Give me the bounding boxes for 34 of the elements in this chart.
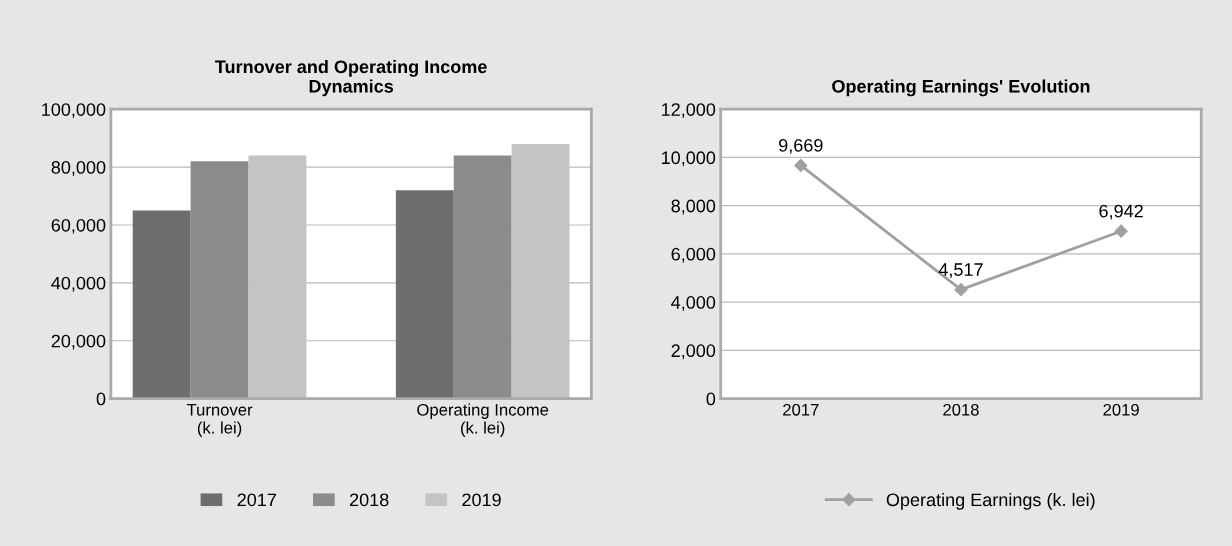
bar xyxy=(453,155,512,399)
chart-title: Operating Earnings' Evolution xyxy=(832,79,1090,97)
y-tick-label: 60,000 xyxy=(51,218,106,234)
chart-title: Turnover and Operating Income Dynamics xyxy=(215,59,487,97)
x-tick-label: 2018 xyxy=(943,403,979,416)
y-tick-label: 0 xyxy=(706,392,716,406)
legend-label: Operating Earnings (k. lei) xyxy=(886,492,1095,510)
x-tick-label: Turnover (k. lei) xyxy=(186,404,253,437)
y-tick-label: 4,000 xyxy=(671,296,716,311)
point xyxy=(1114,224,1128,238)
y-tick-label: 100,000 xyxy=(42,103,106,119)
y-tick-label: 12,000 xyxy=(662,103,716,119)
y-tick-label: 8,000 xyxy=(671,199,716,215)
y-tick-label: 2,000 xyxy=(671,344,716,360)
legend-label: 2018 xyxy=(350,493,389,507)
x-tick-label: Operating Income (k. lei) xyxy=(417,403,549,437)
bar xyxy=(395,190,454,399)
bar xyxy=(132,210,191,399)
y-tick-label: 80,000 xyxy=(51,161,106,176)
y-tick-label: 20,000 xyxy=(51,334,106,350)
y-tick-label: 10,000 xyxy=(662,151,716,167)
y-tick-label: 6,000 xyxy=(671,247,716,263)
text: 4,517 xyxy=(938,263,983,279)
legend-label: 2017 xyxy=(237,493,276,507)
y-tick-label: 40,000 xyxy=(51,276,106,292)
text: 9,669 xyxy=(779,138,823,154)
bar xyxy=(190,161,249,399)
y-tick-label: 0 xyxy=(96,392,106,406)
x-tick-label: 2017 xyxy=(783,403,819,416)
legend-label: 2019 xyxy=(462,493,501,507)
text: 6,942 xyxy=(1099,204,1143,220)
x-tick-label: 2019 xyxy=(1103,403,1139,416)
point xyxy=(794,158,808,173)
point xyxy=(954,283,968,297)
